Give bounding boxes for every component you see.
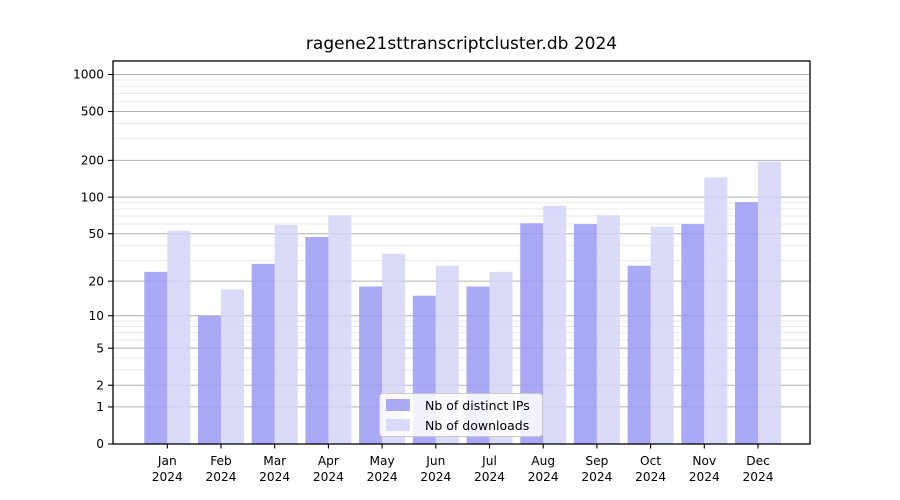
y-tick-label: 2 [96, 378, 104, 392]
legend-swatch-downloads [386, 419, 410, 431]
y-tick-label: 20 [88, 274, 104, 288]
bar-distinct-ips-oct [627, 265, 651, 444]
y-tick-label: 500 [81, 105, 104, 119]
x-tick-label-month: Feb [210, 454, 232, 468]
legend-label-downloads: Nb of downloads [425, 417, 530, 433]
bar-distinct-ips-jan [144, 271, 168, 444]
bar-distinct-ips-nov [681, 224, 705, 444]
bar-downloads-apr [328, 215, 352, 444]
x-tick-label-year: 2024 [742, 470, 773, 484]
x-tick-label-month: Apr [318, 454, 340, 468]
y-tick-label: 1000 [73, 68, 104, 82]
x-tick-label-month: Aug [531, 454, 555, 468]
x-tick-label-month: Jun [425, 454, 445, 468]
x-tick-label-year: 2024 [205, 470, 236, 484]
x-tick-label-year: 2024 [581, 470, 612, 484]
y-tick-label: 1 [96, 400, 104, 414]
bar-downloads-jan [167, 230, 191, 444]
x-tick-label-year: 2024 [313, 470, 344, 484]
bar-distinct-ips-feb [198, 315, 221, 444]
bar-distinct-ips-sep [573, 224, 597, 444]
y-tick-label: 5 [96, 341, 104, 355]
bar-downloads-dec [758, 161, 781, 444]
x-tick-label-year: 2024 [474, 470, 505, 484]
bar-downloads-sep [596, 215, 620, 444]
bar-downloads-nov [704, 177, 728, 444]
x-tick-label-year: 2024 [259, 470, 290, 484]
y-tick-label: 100 [81, 190, 104, 204]
legend-item-distinct-ips: Nb of distinct IPs [386, 397, 542, 414]
bar-distinct-ips-mar [251, 263, 275, 444]
chart-title: ragene21sttranscriptcluster.db 2024 [305, 34, 618, 54]
x-tick-label-year: 2024 [528, 470, 559, 484]
x-tick-label-month: Mar [263, 454, 287, 468]
plot-frame [112, 60, 811, 445]
x-tick-label-month: Dec [746, 454, 770, 468]
bar-downloads-mar [274, 225, 298, 444]
x-tick-label-year: 2024 [689, 470, 720, 484]
bar-downloads-aug [543, 205, 567, 444]
x-tick-label-year: 2024 [635, 470, 666, 484]
legend-swatch-distinct-ips [386, 399, 410, 411]
legend-item-downloads: Nb of downloads [386, 417, 542, 434]
y-tick-label: 0 [96, 437, 104, 451]
bar-distinct-ips-aug [520, 223, 544, 444]
bar-distinct-ips-apr [305, 236, 329, 444]
x-tick-label-year: 2024 [420, 470, 451, 484]
bar-downloads-feb [221, 289, 244, 444]
legend: Nb of distinct IPs Nb of downloads [379, 393, 543, 437]
x-tick-label-month: Sep [585, 454, 608, 468]
bar-distinct-ips-dec [735, 202, 758, 444]
y-tick-label: 200 [81, 154, 104, 168]
bar-downloads-oct [650, 226, 674, 444]
y-tick-label: 10 [88, 309, 104, 323]
x-tick-label-year: 2024 [152, 470, 183, 484]
x-tick-label-month: Nov [692, 454, 716, 468]
x-tick-label-month: Oct [640, 454, 661, 468]
x-tick-label-month: Jul [481, 454, 497, 468]
legend-label-distinct-ips: Nb of distinct IPs [425, 397, 530, 413]
x-tick-label-month: Jan [157, 454, 177, 468]
x-tick-label-year: 2024 [367, 470, 398, 484]
x-tick-label-month: May [369, 454, 394, 468]
y-tick-label: 50 [88, 227, 104, 241]
bar-distinct-ips-may [359, 286, 383, 444]
